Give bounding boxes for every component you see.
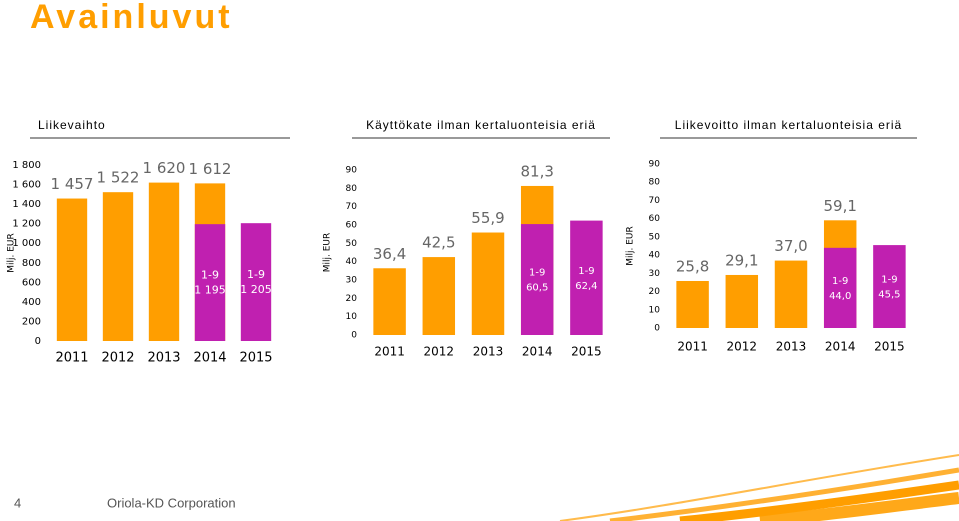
y-tick-label: 50 <box>649 232 661 242</box>
bar <box>56 198 88 341</box>
y-tick-label: 1 400 <box>12 199 41 210</box>
x-tick-label: 2014 <box>522 345 553 359</box>
bar <box>148 182 180 341</box>
value-label: 60,5 <box>526 283 548 294</box>
x-tick-label: 2012 <box>424 345 455 359</box>
series-name: 1-9 <box>201 269 219 282</box>
value-label: 1 620 <box>143 159 186 177</box>
x-tick-label: 2013 <box>776 340 807 354</box>
y-tick-label: 1 000 <box>12 238 41 249</box>
series-name: 1-9 <box>247 268 265 281</box>
y-axis-label: Milj. EUR <box>323 233 333 273</box>
series-name: 1-9 <box>832 276 848 287</box>
x-tick-label: 2015 <box>874 340 905 354</box>
value-label: 1 522 <box>97 169 140 187</box>
value-label: 81,3 <box>520 162 553 180</box>
bar <box>823 247 857 328</box>
bar <box>570 220 603 335</box>
y-tick-label: 1 800 <box>12 160 41 171</box>
x-tick-label: 2014 <box>193 351 226 366</box>
y-tick-label: 200 <box>22 316 41 327</box>
x-tick-label: 2013 <box>147 351 180 366</box>
y-tick-label: 0 <box>351 331 357 341</box>
value-label: 1 205 <box>240 283 272 296</box>
value-label: 44,0 <box>829 291 851 302</box>
y-tick-label: 20 <box>649 287 661 297</box>
x-tick-label: 2011 <box>677 340 708 354</box>
y-tick-label: 70 <box>649 196 661 206</box>
x-tick-label: 2015 <box>239 351 272 366</box>
series-name: 1-9 <box>578 266 594 277</box>
value-label: 45,5 <box>878 290 900 301</box>
chart-title: Liikevoitto ilman kertaluonteisia eriä <box>675 118 902 132</box>
bar <box>676 280 709 328</box>
x-tick-label: 2013 <box>473 345 504 359</box>
y-tick-label: 800 <box>22 258 41 269</box>
series-name: 1-9 <box>529 268 545 279</box>
value-label: 62,4 <box>575 281 597 292</box>
y-tick-label: 1 200 <box>12 219 41 230</box>
y-tick-label: 60 <box>346 221 358 231</box>
y-tick-label: 50 <box>346 239 358 249</box>
y-tick-label: 80 <box>649 178 661 188</box>
bar <box>102 192 134 341</box>
y-tick-label: 1 600 <box>12 180 41 191</box>
value-label: 1 612 <box>189 160 232 178</box>
y-tick-label: 70 <box>346 202 358 212</box>
y-axis-label: Milj. EUR <box>7 233 17 273</box>
y-tick-label: 0 <box>654 324 660 334</box>
value-label: 59,1 <box>823 197 856 215</box>
series-name: 1-9 <box>881 275 897 286</box>
bar <box>520 224 554 335</box>
bar <box>725 274 759 328</box>
bar <box>471 232 505 335</box>
y-tick-label: 90 <box>346 166 358 176</box>
bar <box>774 260 808 328</box>
value-label: 55,9 <box>471 209 504 227</box>
y-axis-label: Milj. EUR <box>626 226 636 266</box>
value-label: 25,8 <box>676 257 709 275</box>
y-tick-label: 40 <box>346 257 358 267</box>
bar <box>373 268 406 335</box>
value-label: 1 195 <box>194 284 226 297</box>
bar <box>194 224 226 341</box>
bar <box>422 257 456 335</box>
bar <box>240 223 272 341</box>
y-tick-label: 10 <box>346 312 358 322</box>
x-tick-label: 2012 <box>727 340 758 354</box>
page-title: Avainluvut <box>30 0 233 36</box>
y-tick-label: 90 <box>649 160 661 170</box>
x-tick-label: 2011 <box>55 351 88 366</box>
y-tick-label: 60 <box>649 214 661 224</box>
value-label: 42,5 <box>422 234 455 252</box>
value-label: 1 457 <box>51 175 94 193</box>
page-number: 4 <box>14 495 21 510</box>
value-label: 37,0 <box>774 237 807 255</box>
y-tick-label: 600 <box>22 277 41 288</box>
chart-title: Käyttökate ilman kertaluonteisia eriä <box>366 118 596 132</box>
value-label: 36,4 <box>373 245 406 263</box>
y-tick-label: 40 <box>649 251 661 261</box>
value-label: 29,1 <box>725 251 758 269</box>
y-tick-label: 400 <box>22 297 41 308</box>
decoration <box>559 454 959 521</box>
bar <box>873 245 906 328</box>
x-tick-label: 2014 <box>825 340 856 354</box>
x-tick-label: 2011 <box>374 345 405 359</box>
x-tick-label: 2012 <box>101 351 134 366</box>
company: Oriola-KD Corporation <box>107 495 236 510</box>
chart-title: Liikevaihto <box>38 118 106 132</box>
y-tick-label: 0 <box>35 336 41 347</box>
y-tick-label: 10 <box>649 305 661 315</box>
x-tick-label: 2015 <box>571 345 602 359</box>
y-tick-label: 30 <box>649 269 661 279</box>
y-tick-label: 80 <box>346 184 358 194</box>
y-tick-label: 20 <box>346 294 358 304</box>
y-tick-label: 30 <box>346 276 358 286</box>
